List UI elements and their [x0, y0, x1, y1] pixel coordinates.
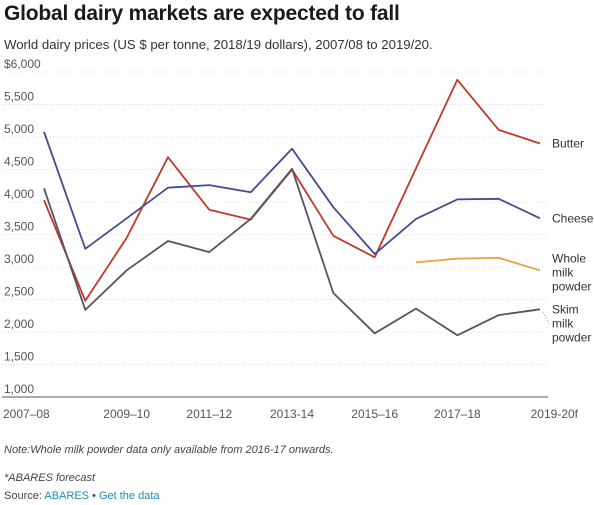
- series-label-line: powder: [552, 330, 591, 344]
- series-label-butter: Butter: [552, 137, 584, 151]
- series-label-line: Whole: [552, 251, 586, 265]
- y-tick-label: 2,500: [4, 285, 34, 299]
- series-label-line: Cheese: [552, 211, 594, 225]
- source-separator: •: [89, 490, 99, 502]
- source-line: Source: ABARES • Get the data: [4, 490, 160, 502]
- y-tick-label: 5,500: [4, 90, 34, 104]
- y-tick-label: 4,000: [4, 187, 34, 201]
- x-tick-label: 2013-14: [270, 407, 314, 421]
- get-the-data-link[interactable]: Get the data: [98, 490, 160, 502]
- y-tick-label: 5,000: [4, 122, 34, 136]
- series-line-whole-milk-powder: [415, 257, 541, 272]
- source-prefix: Source:: [4, 490, 45, 502]
- series-label-line: milk: [552, 316, 574, 330]
- chart-subtitle: World dairy prices (US $ per tonne, 2018…: [4, 37, 433, 52]
- series-label-line: milk: [552, 265, 574, 279]
- series-label-cheese: Cheese: [552, 211, 594, 225]
- x-tick-label: 2019-20f: [531, 407, 579, 421]
- series-label-line: Butter: [552, 137, 584, 151]
- series-label-whole-milk-powder: Whole milk powder: [552, 251, 591, 293]
- series-label-line: Skim: [552, 302, 579, 316]
- y-tick-label: 1,500: [4, 350, 34, 364]
- y-tick-label: $6,000: [4, 57, 41, 71]
- dairy-price-line-chart: 1,000 1,500 2,000 2,500 3,000 3,500 4,000 4,500…: [2, 57, 594, 421]
- series-line-cheese: [43, 131, 541, 255]
- data-note: Note:Whole milk powder data only availab…: [4, 444, 334, 456]
- x-tick-label: 2017–18: [434, 407, 481, 421]
- series-label-line: powder: [552, 279, 591, 293]
- series-line-butter: [43, 78, 541, 302]
- x-tick-label: 2007–08: [3, 407, 50, 421]
- series-label-skim-milk-powder: Skim milk powder: [552, 302, 591, 344]
- chart-title: Global dairy markets are expected to fal…: [4, 2, 400, 25]
- x-tick-label: 2009–10: [103, 407, 150, 421]
- series-label-leader: [542, 312, 550, 324]
- x-tick-label: 2015–16: [351, 407, 398, 421]
- y-tick-label: 1,000: [4, 382, 34, 396]
- y-tick-label: 2,000: [4, 317, 34, 331]
- source-link-abares[interactable]: ABARES: [44, 490, 89, 502]
- forecast-note: *ABARES forecast: [4, 472, 96, 484]
- y-tick-label: 3,000: [4, 252, 34, 266]
- y-tick-label: 4,500: [4, 155, 34, 169]
- series-line-skim-milk-powder: [43, 167, 541, 337]
- y-tick-label: 3,500: [4, 220, 34, 234]
- x-tick-label: 2011–12: [186, 407, 232, 421]
